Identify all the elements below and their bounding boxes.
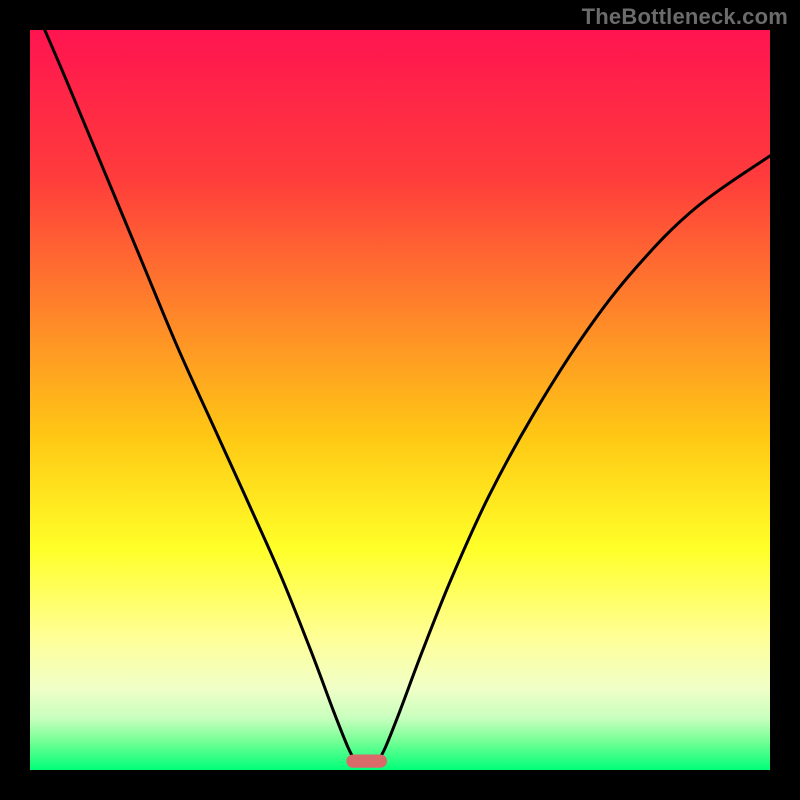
- chart-frame: TheBottleneck.com: [0, 0, 800, 800]
- gradient-background: [30, 30, 770, 770]
- watermark-text: TheBottleneck.com: [582, 4, 788, 30]
- chart-svg: [30, 30, 770, 770]
- vertex-marker: [346, 754, 387, 767]
- plot-area: [30, 30, 770, 770]
